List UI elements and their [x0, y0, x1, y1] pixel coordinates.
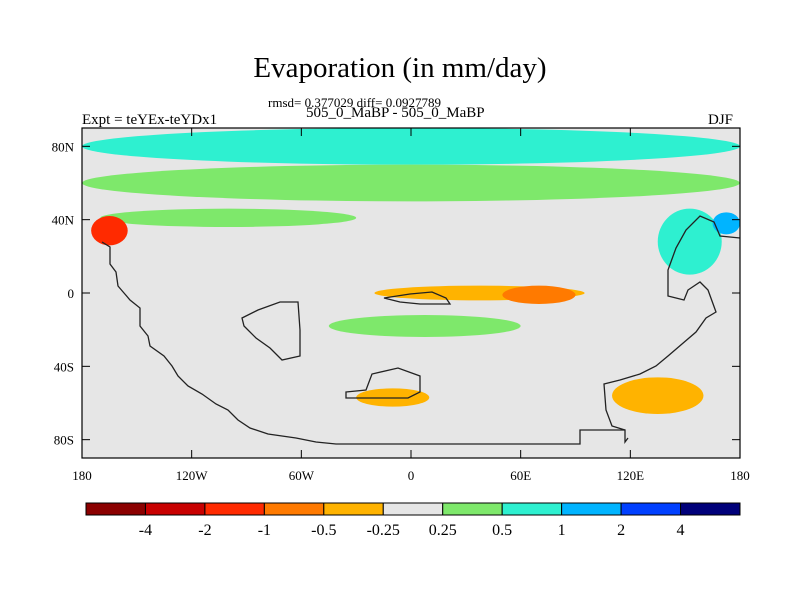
- colorbar-cell: [561, 502, 622, 516]
- coastline-asia: [603, 215, 741, 431]
- field-layer: [82, 127, 741, 458]
- colorbar-cell: [85, 502, 146, 516]
- experiment-label: Expt = teYEx-teYDx1: [82, 112, 218, 128]
- colorbar-label: 0.5: [492, 522, 512, 539]
- coastline-island: [345, 367, 421, 399]
- colorbar-label: 1: [558, 522, 566, 539]
- y-tick-label: 40N: [52, 213, 75, 228]
- colorbar-cell: [144, 502, 206, 516]
- y-tick-label: 80N: [52, 139, 75, 154]
- field-patch-0: [82, 127, 740, 165]
- field-patch-10: [712, 212, 741, 235]
- coastline-africa: [241, 301, 301, 361]
- colorbar-cell: [382, 502, 444, 516]
- field-patch-3: [91, 216, 128, 246]
- x-tick-label: 180: [72, 468, 92, 483]
- colorbar-cell: [501, 502, 563, 516]
- axes-layer: 180 120W 60W 0 60E 120E 180 80N 40N 0 40S 80S: [52, 128, 750, 483]
- coastline-americas: [101, 241, 629, 445]
- colorbar-label: -0.5: [311, 522, 336, 539]
- field-patch-6: [328, 315, 521, 337]
- field-patch-8: [612, 377, 704, 414]
- x-tick-label: 120E: [617, 468, 645, 483]
- colorbar-cell: [323, 502, 384, 516]
- x-tick-label: 120W: [176, 468, 209, 483]
- stats-label: rmsd= 0.377029 diff= 0.0927789: [268, 95, 441, 110]
- colorbar-label: 0.25: [429, 522, 457, 539]
- coastline-equatorial: [383, 291, 452, 305]
- colorbar-cell: [680, 502, 741, 516]
- colorbar-label: -4: [139, 522, 152, 539]
- y-tick-label: 0: [68, 286, 75, 301]
- colorbar-cell: [263, 502, 325, 516]
- field-patch-1: [82, 164, 740, 202]
- difference-label: 505_0_MaBP - 505_0_MaBP: [306, 105, 485, 121]
- colorbar-label: 4: [677, 522, 685, 539]
- colorbar-label: -0.25: [367, 522, 400, 539]
- colorbar-label: 2: [617, 522, 625, 539]
- field-patch-2: [100, 208, 357, 227]
- colorbar-cell: [620, 502, 682, 516]
- season-label: DJF: [708, 112, 734, 128]
- field-patch-9: [657, 208, 722, 275]
- colorbar: -4 -2 -1 -0.5 -0.25 0.25 0.5 1 2 4: [85, 502, 741, 539]
- x-tick-label: 60E: [510, 468, 531, 483]
- y-tick-label: 40S: [54, 359, 74, 374]
- x-tick-label: 180: [730, 468, 750, 483]
- x-tick-label: 60W: [289, 468, 315, 483]
- colorbar-cell: [442, 502, 503, 516]
- y-tick-label: 80S: [54, 433, 74, 448]
- chart-title: Evaporation (in mm/day): [253, 52, 547, 84]
- x-tick-label: 0: [408, 468, 415, 483]
- colorbar-label: -2: [198, 522, 211, 539]
- field-patch-5: [502, 285, 576, 305]
- colorbar-cell: [204, 502, 265, 516]
- coastline-layer: [101, 215, 741, 445]
- colorbar-label: -1: [258, 522, 271, 539]
